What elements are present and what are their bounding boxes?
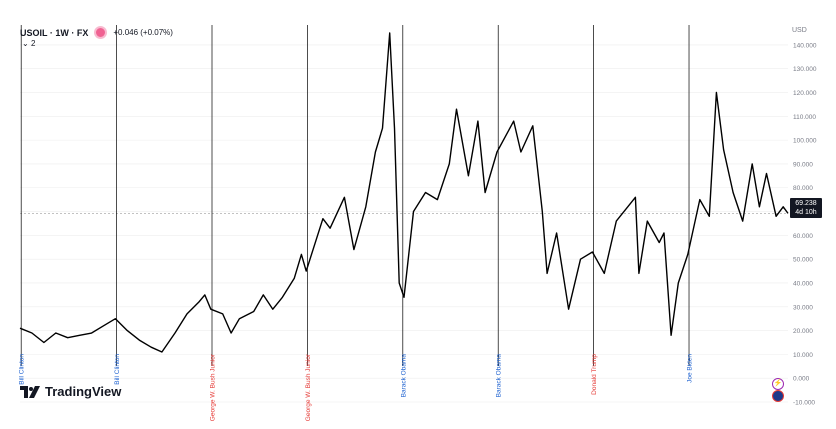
y-tick-label: -10.000	[793, 400, 815, 407]
event-label: George W. Bush Junior	[210, 353, 217, 421]
event-label: Bill Clinton	[114, 354, 121, 385]
y-tick-label: 0.000	[793, 376, 810, 383]
event-label: Barack Obama	[496, 354, 503, 398]
legend[interactable]: USOIL · 1W · FX +0.046 (+0.07%)	[20, 26, 173, 39]
y-tick-label: 50.000	[793, 257, 813, 264]
y-tick-label: 90.000	[793, 161, 813, 168]
change-label: +0.046 (+0.07%)	[113, 28, 173, 37]
indicator-dot-icon	[94, 26, 107, 39]
event-label: Joe Biden	[687, 354, 694, 383]
y-tick-label: 110.000	[793, 114, 816, 121]
y-tick-label: 140.000	[793, 42, 817, 49]
y-tick-label: 40.000	[793, 280, 813, 287]
us-flag-icon[interactable]	[772, 390, 784, 402]
current-price: 69.238	[790, 199, 822, 208]
y-tick-label: 130.000	[793, 66, 817, 73]
lightning-icon[interactable]: ⚡	[772, 378, 784, 390]
indicator-toggle[interactable]: ⌄ 2	[22, 39, 35, 48]
event-label: Donald Trump	[591, 354, 598, 395]
currency-label[interactable]: USD	[792, 27, 807, 34]
current-price-tag: 69.238 4d 10h	[790, 198, 822, 218]
event-label: Bill Clinton	[19, 354, 26, 385]
y-tick-label: 30.000	[793, 304, 813, 311]
y-tick-label: 120.000	[793, 90, 817, 97]
symbol-label[interactable]: USOIL · 1W · FX	[20, 28, 88, 38]
y-tick-label: 100.000	[793, 138, 817, 145]
tradingview-logo-icon	[20, 386, 40, 398]
bar-countdown: 4d 10h	[790, 208, 822, 217]
event-label: Barack Obama	[400, 354, 407, 398]
y-tick-label: 60.000	[793, 233, 813, 240]
indicator-count: 2	[31, 39, 35, 48]
y-tick-label: 20.000	[793, 328, 813, 335]
y-tick-label: 10.000	[793, 352, 813, 359]
watermark-text: TradingView	[45, 384, 121, 399]
event-label: George W. Bush Junior	[305, 353, 312, 421]
tradingview-logo[interactable]: TradingView	[20, 384, 121, 399]
price-series-line	[20, 33, 788, 352]
y-tick-label: 80.000	[793, 185, 813, 192]
